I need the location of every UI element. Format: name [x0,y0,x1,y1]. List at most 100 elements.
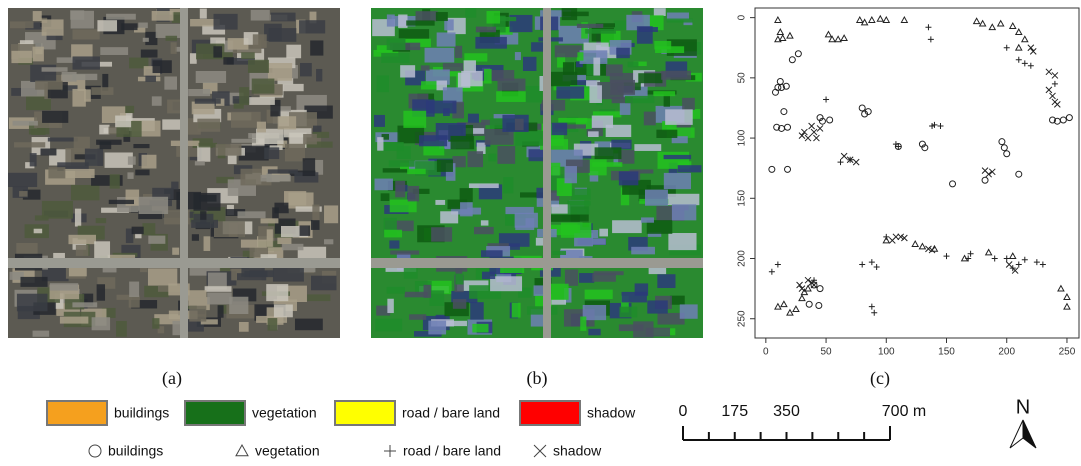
marker [1034,259,1040,265]
image-block [515,52,521,60]
image-block [252,79,275,94]
image-block [268,169,298,173]
image-block [237,211,265,218]
marker [982,177,988,183]
marker [534,445,546,457]
image-block [152,318,159,329]
image-block [223,57,233,64]
image-block [638,27,658,32]
image-block [30,153,37,166]
marker [859,262,865,268]
marker [817,125,823,131]
image-block [239,322,249,332]
marker [785,124,791,130]
image-block [680,304,698,318]
marker [787,33,793,38]
marker [1022,60,1028,66]
image-block [138,23,148,29]
image-block [612,220,642,233]
legend-label: buildings [114,405,169,421]
image-block [307,294,330,301]
image-block [268,318,278,331]
image-block [515,119,524,130]
x-tick-label: 250 [1059,347,1076,358]
image-block [455,46,462,58]
image-block [419,135,447,146]
image-block [143,38,149,42]
marker [769,269,775,275]
image-block [406,20,434,25]
image-block [503,177,513,193]
image-block [482,272,495,279]
marker [874,264,880,270]
image-block [311,276,336,291]
caption: (c) [870,368,890,389]
image-block [499,17,516,21]
marker [806,301,812,307]
road [8,258,340,268]
marker [801,129,807,135]
image-block [85,149,103,166]
image-block [588,131,599,137]
image-block [106,14,136,20]
legend-label: vegetation [255,443,320,459]
image-block [553,251,566,255]
image-block [625,96,654,103]
image-block [599,229,608,237]
marker [1046,69,1052,75]
image-block [475,37,506,49]
marker [789,57,795,63]
scale-label: 700 m [882,403,926,420]
image-block [14,142,45,147]
image-block [164,76,177,89]
satellite-image [8,8,340,338]
image-block [472,324,488,333]
marker [795,51,801,57]
image-block [440,211,458,223]
image-block [8,173,37,187]
road [543,8,551,338]
marker [1004,45,1010,51]
marker [775,304,781,309]
image-block [547,72,577,86]
image-block [486,11,500,24]
image-block [324,205,338,223]
image-block [73,56,100,69]
image-block [631,247,655,255]
image-block [288,192,313,208]
marker [827,117,833,123]
image-block [310,40,323,55]
image-block [592,116,613,128]
marker [797,282,803,288]
image-block [42,67,68,71]
image-block [469,183,499,188]
marker [883,234,889,240]
image-block [172,248,179,255]
image-block [207,292,232,304]
image-block [76,245,89,256]
image-block [403,111,426,128]
image-block [408,186,419,201]
marker [838,159,844,165]
image-block [249,270,273,277]
image-block [474,227,494,234]
image-block [148,268,177,285]
image-block [239,87,249,105]
image-block [152,96,162,105]
image-block [377,137,383,151]
image-block [374,115,385,127]
marker [805,135,811,141]
image-block [589,85,602,103]
image-block [551,300,566,305]
image-block [303,134,317,144]
image-block [470,302,483,319]
image-block [19,191,27,197]
image-block [282,244,303,250]
image-block [428,321,446,335]
marker [775,262,781,268]
marker [1022,36,1028,41]
image-block [312,205,319,221]
image-block [563,12,589,17]
image-block [300,63,312,76]
marker [1028,63,1034,69]
